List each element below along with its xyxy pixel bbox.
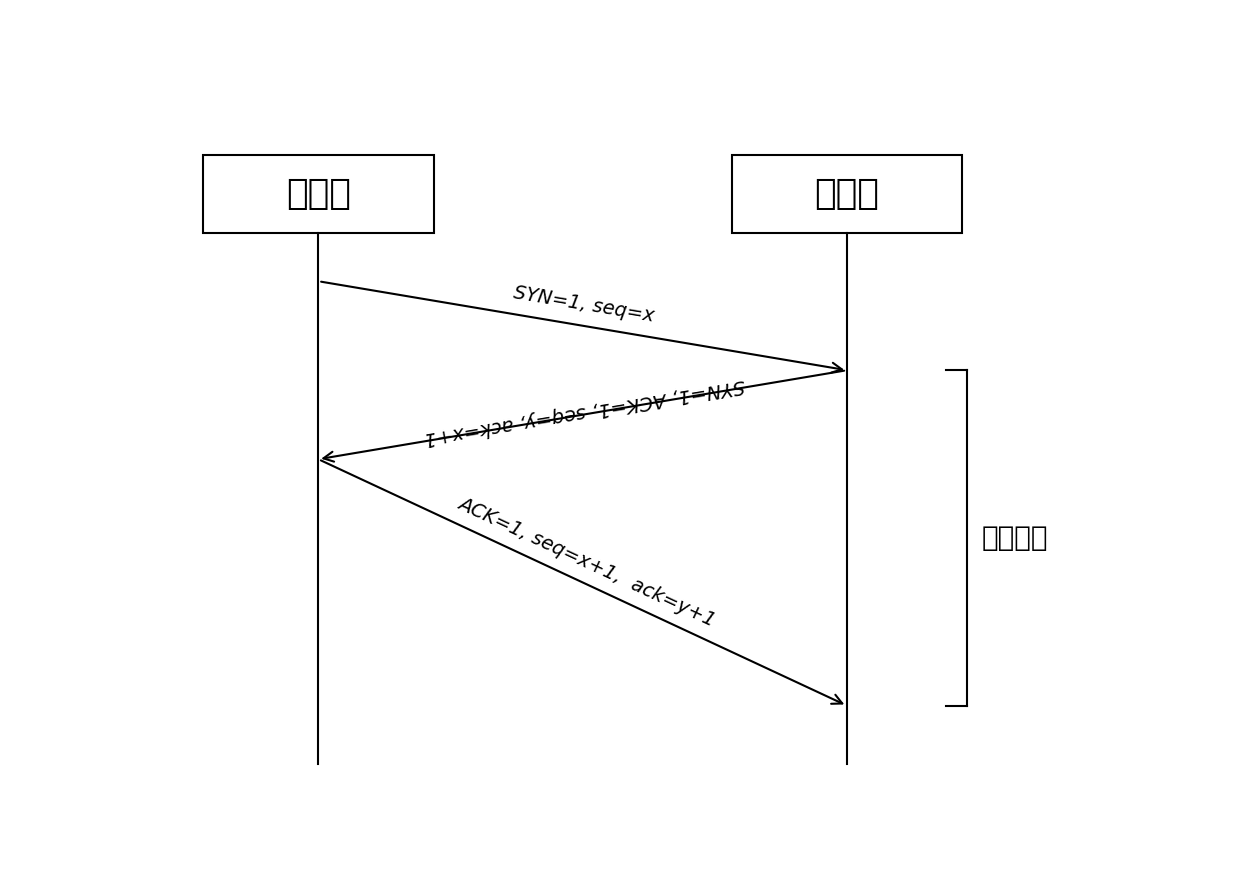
Bar bbox=[732, 155, 962, 233]
Text: ACK=1, seq=x+1,  ack=y+1: ACK=1, seq=x+1, ack=y+1 bbox=[455, 493, 718, 629]
Text: 服务器: 服务器 bbox=[815, 177, 879, 211]
Text: 客户端: 客户端 bbox=[286, 177, 351, 211]
Bar bbox=[203, 155, 434, 233]
Text: SYN=1, seq=x: SYN=1, seq=x bbox=[512, 283, 656, 325]
Text: 网络时延: 网络时延 bbox=[982, 524, 1048, 552]
Text: SYN=1, ACK=1, seq=y, ack=x+1: SYN=1, ACK=1, seq=y, ack=x+1 bbox=[423, 375, 746, 448]
